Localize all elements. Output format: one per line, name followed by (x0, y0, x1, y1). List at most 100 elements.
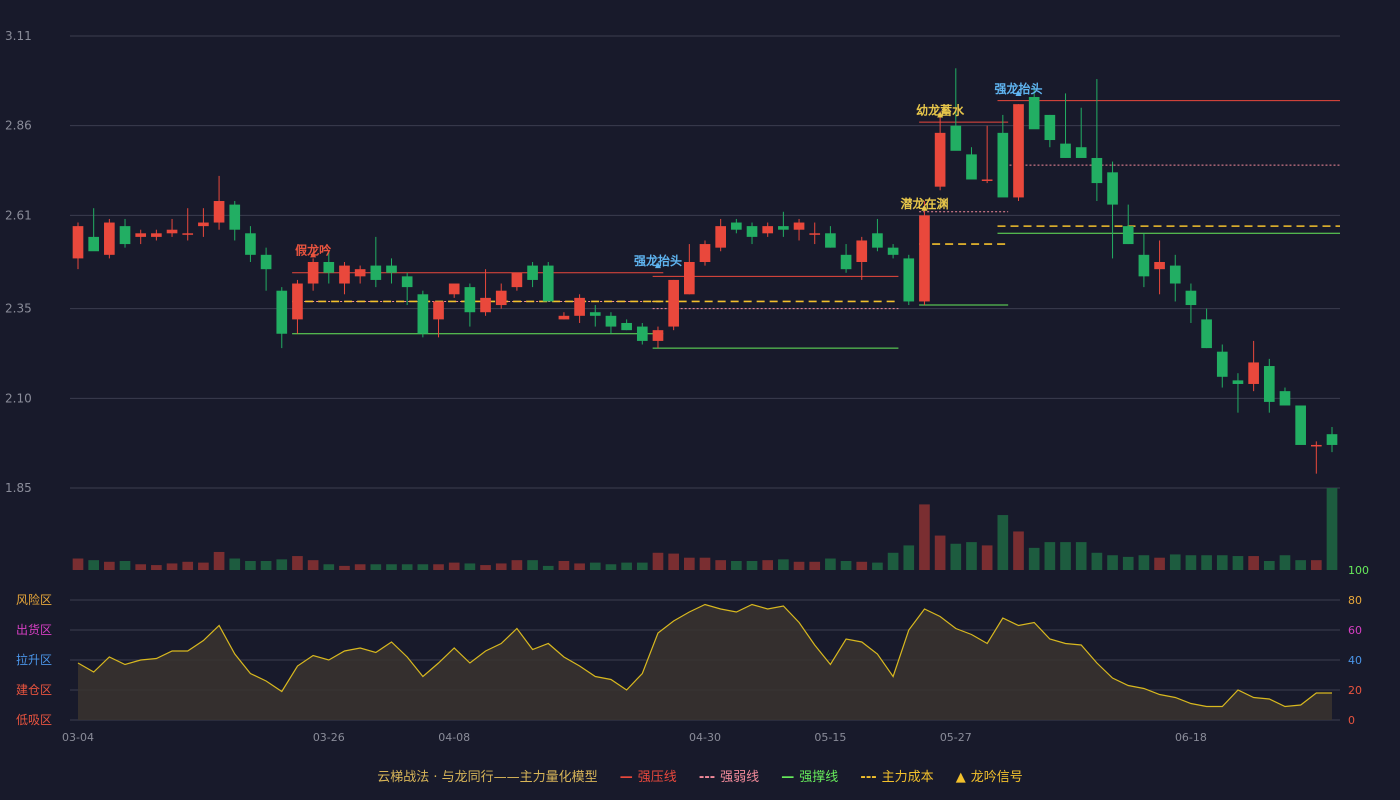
candle-body (934, 132, 946, 187)
candle-body (809, 233, 821, 235)
candle-body (1169, 265, 1181, 284)
volume-bars: 100 (72, 488, 1369, 577)
candle-body (307, 262, 319, 284)
volume-bar (1169, 554, 1181, 570)
candle-body (495, 290, 507, 306)
volume-bar (1216, 555, 1228, 570)
volume-bar (746, 560, 758, 570)
signal-triangle (310, 251, 317, 258)
candle-body (480, 297, 491, 313)
candle-body (542, 265, 554, 302)
candle-body (213, 201, 225, 223)
date-tick-label: 03-26 (313, 731, 345, 744)
candle-body (182, 233, 194, 235)
candle-body (1185, 290, 1197, 306)
candle-body (746, 226, 758, 237)
volume-bar (605, 564, 617, 570)
date-tick-label: 04-08 (438, 731, 470, 744)
volume-bar (1154, 557, 1165, 570)
candle-body (1075, 147, 1087, 158)
volume-bar (1279, 555, 1291, 570)
candle-body (840, 254, 852, 270)
volume-bar (480, 565, 491, 570)
price-tick-label: 2.61 (5, 208, 32, 222)
candle-body (1216, 351, 1228, 377)
volume-max-label: 100 (1348, 564, 1369, 577)
candle-body (1138, 254, 1150, 277)
date-tick-label: 05-15 (814, 731, 846, 744)
candle-body (778, 226, 789, 230)
volume-bar (1185, 555, 1197, 570)
candle-body (1060, 143, 1071, 158)
sentiment-tick-label: 60 (1348, 624, 1362, 637)
volume-bar (151, 565, 162, 570)
candle-body (1044, 114, 1056, 141)
volume-bar (1122, 556, 1134, 570)
sentiment-line (77, 603, 1332, 708)
legend-resist: — 强压线 (620, 766, 677, 785)
volume-bar (542, 565, 554, 570)
price-axis: 3.11 2.86 2.61 2.35 2.10 1.85 (5, 29, 32, 495)
candle-body (88, 236, 100, 252)
candle-body (997, 132, 1009, 198)
zone-label: 风险区 (16, 592, 52, 607)
price-tick-label: 2.35 (5, 302, 32, 316)
sentiment-tick-label: 0 (1348, 714, 1355, 727)
zone-label: 出货区 (16, 622, 52, 637)
candle-body (354, 269, 366, 277)
candle-body (715, 226, 727, 248)
candle-body (668, 279, 679, 327)
volume-bar (558, 560, 570, 570)
signal-triangle (1015, 89, 1022, 96)
legend-weak: --- 强弱线 (699, 766, 759, 785)
candle-body (119, 226, 131, 245)
price-tick-label: 1.85 (5, 481, 32, 495)
volume-bar (715, 560, 727, 570)
candle-body (966, 154, 977, 180)
volume-bar (1028, 547, 1040, 570)
legend-signal-label: 龙吟信号 (970, 770, 1023, 785)
volume-bar (213, 551, 225, 570)
candle-body (1295, 405, 1306, 445)
volume-bar (793, 561, 805, 570)
signal-label: 幼龙蓄水 (916, 103, 965, 118)
candle-body (762, 226, 774, 234)
candle-body (887, 247, 899, 255)
volume-bar (683, 557, 695, 570)
volume-bar (166, 563, 178, 570)
volume-bar (1232, 556, 1244, 570)
volume-bar (731, 560, 742, 570)
volume-bar (856, 561, 868, 570)
volume-bar (919, 504, 930, 570)
date-axis: 03-04 03-26 04-08 04-30 05-15 05-27 06-18 (62, 731, 1207, 744)
candle-body (1013, 104, 1024, 198)
volume-bar (825, 558, 836, 570)
volume-bar (621, 562, 632, 570)
volume-bar (1091, 552, 1103, 570)
legend-cost-label: 主力成本 (881, 770, 934, 785)
volume-bar (699, 557, 711, 570)
candle-body (793, 222, 805, 230)
zone-label: 低吸区 (16, 713, 52, 727)
candle-body (433, 301, 444, 320)
candle-body (292, 283, 303, 320)
volume-bar (198, 562, 209, 570)
date-tick-label: 06-18 (1175, 731, 1207, 744)
volume-bar (1295, 560, 1306, 570)
volume-bar (1075, 542, 1087, 570)
volume-bar (574, 563, 585, 570)
volume-bar (292, 556, 303, 570)
candle-body (903, 258, 915, 302)
signal-triangle (921, 204, 928, 211)
candle-body (370, 265, 382, 280)
candle-body (511, 272, 523, 288)
volume-bar (840, 560, 852, 570)
volume-bar (135, 564, 147, 570)
volume-bar (966, 542, 977, 570)
signal-label: 强龙抬头 (994, 81, 1042, 96)
volume-bar (417, 564, 429, 570)
sentiment-area (78, 604, 1332, 720)
volume-bar (527, 560, 538, 570)
candle-body (856, 240, 868, 262)
